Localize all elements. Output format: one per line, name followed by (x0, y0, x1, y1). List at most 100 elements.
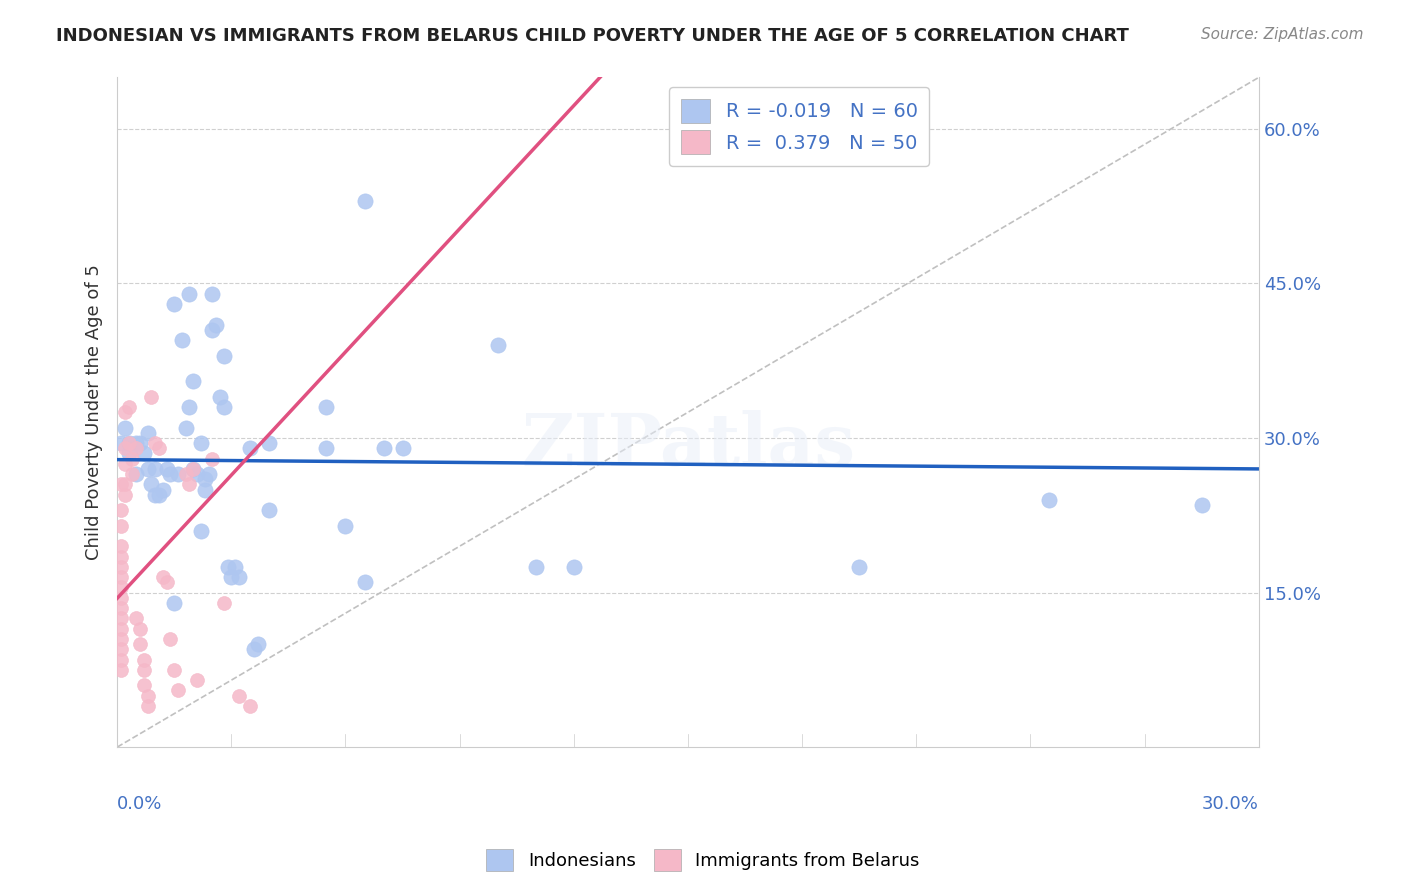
Point (228, 689, 250, 703)
Point (132, 446, 155, 460)
Point (141, 390, 163, 404)
Point (117, 400, 139, 414)
Point (186, 467, 208, 481)
Point (201, 323, 224, 337)
Point (163, 596, 186, 610)
Point (110, 549, 132, 564)
Point (148, 442, 170, 456)
Point (148, 488, 170, 502)
Text: Source: ZipAtlas.com: Source: ZipAtlas.com (1201, 27, 1364, 42)
Point (129, 622, 152, 636)
Point (486, 338, 509, 352)
Point (373, 442, 395, 456)
Point (186, 673, 208, 687)
Point (212, 400, 235, 414)
Point (167, 683, 190, 698)
Point (110, 559, 132, 574)
Point (110, 436, 132, 450)
Point (143, 462, 166, 476)
Text: 0.0%: 0.0% (117, 796, 163, 814)
Point (246, 637, 269, 651)
Point (125, 436, 148, 450)
Point (132, 678, 155, 692)
Point (315, 400, 337, 414)
Point (143, 488, 166, 502)
Point (181, 462, 204, 476)
Point (117, 436, 139, 450)
Point (197, 467, 219, 481)
Y-axis label: Child Poverty Under the Age of 5: Child Poverty Under the Age of 5 (86, 264, 103, 560)
Point (110, 601, 132, 615)
Point (110, 591, 132, 605)
Text: INDONESIAN VS IMMIGRANTS FROM BELARUS CHILD POVERTY UNDER THE AGE OF 5 CORRELATI: INDONESIAN VS IMMIGRANTS FROM BELARUS CH… (56, 27, 1129, 45)
Point (121, 467, 143, 481)
Point (110, 611, 132, 625)
Point (228, 570, 250, 584)
Point (239, 698, 262, 713)
Point (201, 286, 224, 301)
Point (170, 333, 193, 347)
Point (1191, 498, 1213, 512)
Legend: Indonesians, Immigrants from Belarus: Indonesians, Immigrants from Belarus (479, 842, 927, 879)
Point (208, 390, 231, 404)
Point (156, 575, 179, 590)
Point (121, 451, 143, 466)
Point (167, 467, 190, 481)
Point (391, 442, 413, 456)
Point (179, 400, 201, 414)
Point (125, 467, 148, 481)
Point (110, 652, 132, 666)
Point (159, 467, 181, 481)
Point (125, 611, 148, 625)
Point (117, 436, 139, 450)
Point (129, 436, 152, 450)
Point (110, 663, 132, 677)
Point (114, 442, 136, 456)
Point (174, 421, 197, 435)
Legend: R = -0.019   N = 60, R =  0.379   N = 50: R = -0.019 N = 60, R = 0.379 N = 50 (669, 87, 929, 166)
Point (136, 689, 159, 703)
Point (194, 483, 217, 497)
Point (110, 518, 132, 533)
Point (110, 570, 132, 584)
Point (110, 477, 132, 491)
Point (224, 559, 246, 574)
Point (114, 405, 136, 419)
Point (132, 663, 155, 677)
Point (315, 442, 337, 456)
Point (110, 539, 132, 553)
Point (114, 477, 136, 491)
Point (110, 622, 132, 636)
Point (163, 663, 186, 677)
Point (132, 652, 155, 666)
Text: ZIPatlas: ZIPatlas (520, 410, 855, 482)
Point (143, 436, 166, 450)
Point (136, 698, 159, 713)
Point (353, 194, 375, 208)
Point (212, 596, 235, 610)
Point (201, 451, 224, 466)
Point (156, 462, 179, 476)
Point (125, 442, 148, 456)
Point (181, 375, 204, 389)
Point (117, 446, 139, 460)
Point (562, 559, 585, 574)
Point (179, 477, 201, 491)
Point (114, 421, 136, 435)
Point (114, 457, 136, 471)
Point (221, 570, 243, 584)
Point (524, 559, 547, 574)
Point (174, 467, 197, 481)
Point (190, 436, 212, 450)
Point (129, 637, 152, 651)
Point (141, 477, 163, 491)
Point (353, 575, 375, 590)
Point (110, 581, 132, 595)
Point (110, 632, 132, 646)
Point (190, 524, 212, 538)
Text: 30.0%: 30.0% (1202, 796, 1258, 814)
Point (259, 436, 281, 450)
Point (152, 570, 174, 584)
Point (114, 488, 136, 502)
Point (179, 286, 201, 301)
